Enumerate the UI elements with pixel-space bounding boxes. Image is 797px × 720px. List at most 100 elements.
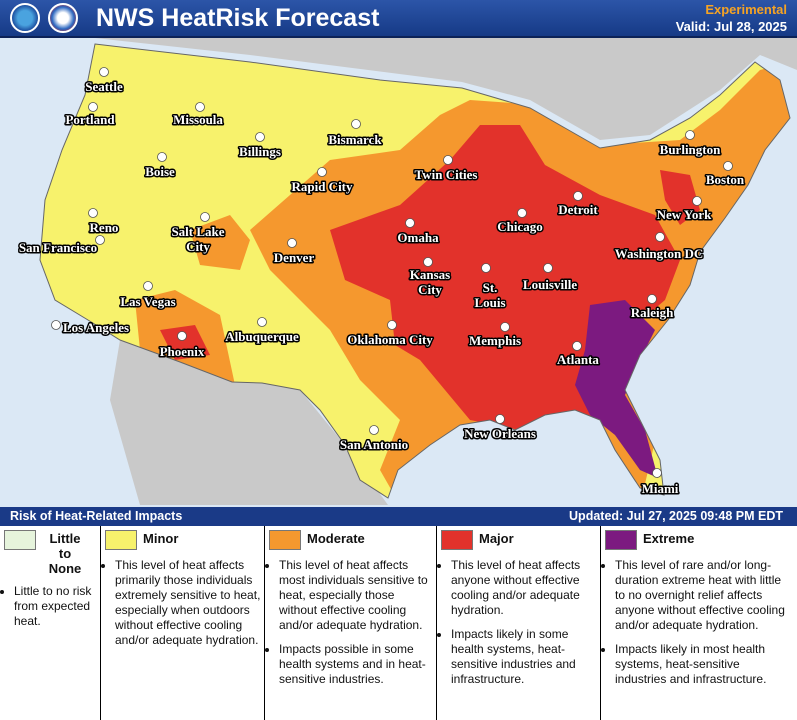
heat-area bbox=[160, 325, 210, 360]
city-dot bbox=[88, 102, 98, 112]
city-label: Billings bbox=[239, 144, 281, 159]
legend-head: Minor bbox=[105, 530, 261, 550]
nws-logo bbox=[48, 3, 78, 33]
city-dot bbox=[88, 208, 98, 218]
city-dot bbox=[423, 257, 433, 267]
legend-bullets: Little to no risk from expected heat. bbox=[4, 584, 97, 629]
city-label-line: Reno bbox=[90, 220, 119, 235]
city-label: New Orleans bbox=[464, 426, 536, 441]
legend-bullets: This level of rare and/or long-duration … bbox=[605, 558, 794, 687]
city-label-line: Louis bbox=[474, 295, 505, 310]
city-label-line: Missoula bbox=[173, 112, 223, 127]
city-label: Atlanta bbox=[557, 352, 599, 367]
legend-bullet: Impacts likely in most health systems, h… bbox=[615, 642, 794, 687]
canada bbox=[0, 38, 797, 140]
heat-area bbox=[575, 300, 658, 478]
legend-bullet: Impacts possible in some health systems … bbox=[279, 642, 433, 687]
city-label: Boston bbox=[706, 172, 745, 187]
city-label: Phoenix bbox=[160, 344, 205, 359]
city-label: Burlington bbox=[660, 142, 721, 157]
city-label-line: Chicago bbox=[497, 219, 543, 234]
city-label: Boise bbox=[145, 164, 175, 179]
city-label-line: Detroit bbox=[558, 202, 598, 217]
city-label-line: New York bbox=[657, 207, 713, 222]
city-dot bbox=[195, 102, 205, 112]
city-dot bbox=[387, 320, 397, 330]
mexico bbox=[110, 340, 388, 505]
legend-bullets: This level of heat affects anyone withou… bbox=[441, 558, 597, 687]
city-dot bbox=[685, 130, 695, 140]
title: NWS HeatRisk Forecast bbox=[96, 4, 380, 32]
city-label-line: Portland bbox=[65, 112, 115, 127]
city-dot bbox=[257, 317, 267, 327]
city-dot bbox=[317, 167, 327, 177]
city-label-line: Billings bbox=[239, 144, 281, 159]
city-dot bbox=[647, 294, 657, 304]
cities: Seattle Portland Missoula Boise Billings Bism… bbox=[17, 67, 746, 498]
city-label: Las Vegas bbox=[120, 294, 175, 309]
city-label-line: Miami bbox=[642, 481, 679, 496]
legend-head: Moderate bbox=[269, 530, 433, 550]
city-dot bbox=[369, 425, 379, 435]
city-label: New York bbox=[657, 207, 713, 222]
legend-column: Moderate This level of heat affects most … bbox=[265, 526, 437, 720]
legend-bullet: This level of rare and/or long-duration … bbox=[615, 558, 794, 633]
city-dot bbox=[200, 212, 210, 222]
city-label: Reno bbox=[90, 220, 119, 235]
valid-date: Valid: Jul 28, 2025 bbox=[675, 19, 787, 34]
city-dot bbox=[723, 161, 733, 171]
city-label-line: New Orleans bbox=[464, 426, 536, 441]
city-label-line: San Francisco bbox=[19, 240, 97, 255]
legend-head: Little to None bbox=[4, 530, 97, 576]
legend-bullet: This level of heat affects anyone withou… bbox=[451, 558, 597, 618]
city-label-line: Phoenix bbox=[160, 344, 205, 359]
city-dot bbox=[573, 191, 583, 201]
city-label: Louisville bbox=[523, 277, 577, 292]
legend: Little to None Little to no risk from exp… bbox=[0, 526, 797, 720]
legend-name: Major bbox=[479, 531, 514, 546]
city-dot bbox=[99, 67, 109, 77]
city-label-line: Boston bbox=[706, 172, 745, 187]
legend-column: Extreme This level of rare and/or long-du… bbox=[601, 526, 797, 720]
city-label: Bismarck bbox=[328, 132, 382, 147]
city-label: Detroit bbox=[558, 202, 598, 217]
city-label: Miami bbox=[642, 481, 679, 496]
legend-name: Little to None bbox=[48, 531, 82, 576]
city-label: Omaha bbox=[397, 230, 439, 245]
legend-swatch bbox=[4, 530, 36, 550]
header: NWS HeatRisk Forecast Experimental Valid… bbox=[0, 0, 797, 38]
legend-head: Extreme bbox=[605, 530, 794, 550]
city-dot bbox=[443, 155, 453, 165]
city-label-line: Burlington bbox=[660, 142, 721, 157]
legend-name: Minor bbox=[143, 531, 179, 546]
heat-area bbox=[190, 215, 250, 270]
city-dot bbox=[157, 152, 167, 162]
city-label-line: Washington DC bbox=[615, 246, 704, 261]
city-label-line: Los Angeles bbox=[63, 320, 129, 335]
city-label: Missoula bbox=[173, 112, 223, 127]
city-dot bbox=[51, 320, 61, 330]
city-label-line: Denver bbox=[274, 250, 315, 265]
legend-swatch bbox=[441, 530, 473, 550]
city-label: Washington DC bbox=[615, 246, 704, 261]
city-label: Kansas City bbox=[410, 267, 450, 297]
legend-name: Moderate bbox=[307, 531, 365, 546]
city-label-line: Bismarck bbox=[328, 132, 382, 147]
city-label-line: Atlanta bbox=[557, 352, 599, 367]
city-label-line: Memphis bbox=[469, 333, 521, 348]
city-label-line: San Antonio bbox=[340, 437, 408, 452]
city-label-line: City bbox=[418, 282, 442, 297]
city-dot bbox=[572, 341, 582, 351]
city-label: Portland bbox=[65, 112, 115, 127]
legend-swatch bbox=[105, 530, 137, 550]
city-label: Albuquerque bbox=[225, 329, 299, 344]
legend-title: Risk of Heat-Related Impacts bbox=[10, 509, 183, 523]
legend-bullet: Impacts likely in some health systems, h… bbox=[451, 627, 597, 687]
city-label: Raleigh bbox=[631, 305, 674, 320]
city-dot bbox=[95, 235, 105, 245]
updated: Updated: Jul 27, 2025 09:48 PM EDT bbox=[569, 509, 783, 523]
city-label-line: Seattle bbox=[85, 79, 123, 94]
experimental: Experimental bbox=[705, 2, 787, 17]
legend-swatch bbox=[605, 530, 637, 550]
city-dot bbox=[255, 132, 265, 142]
